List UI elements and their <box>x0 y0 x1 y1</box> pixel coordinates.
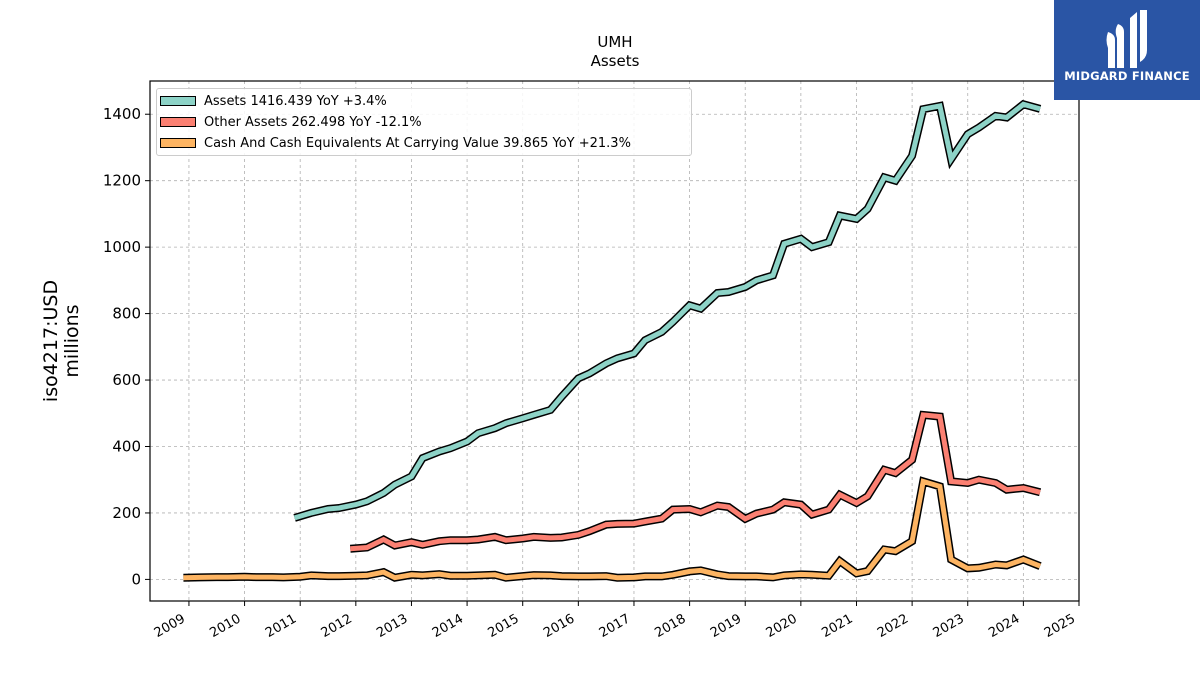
y-tick-label: 800 <box>112 305 141 323</box>
legend-label-assets: Assets 1416.439 YoY +3.4% <box>204 93 387 109</box>
legend-label-other-assets: Other Assets 262.498 YoY -12.1% <box>204 114 422 130</box>
x-tick-label: 2009 <box>152 611 188 641</box>
x-tick-label: 2021 <box>819 611 855 641</box>
x-tick-label: 2011 <box>263 611 299 641</box>
y-tick-label: 1200 <box>103 172 141 190</box>
x-tick-label: 2024 <box>986 611 1022 641</box>
brand-logo: MIDGARD FINANCE <box>1054 0 1200 100</box>
legend-swatch-cash <box>160 138 196 148</box>
y-tick-label: 1000 <box>103 238 141 256</box>
y-tick-label: 600 <box>112 371 141 389</box>
y-axis-label: iso4217:USD <box>40 280 62 402</box>
x-tick-label: 2016 <box>541 611 577 641</box>
x-tick-label: 2013 <box>374 611 410 641</box>
x-tick-label: 2018 <box>652 611 688 641</box>
x-tick-label: 2010 <box>207 611 243 641</box>
legend-swatch-assets <box>160 96 196 106</box>
legend-label-cash: Cash And Cash Equivalents At Carrying Va… <box>204 135 631 151</box>
y-axis-label-units: millions <box>61 304 83 377</box>
plot-frame <box>149 80 1080 602</box>
series-line-outline-2 <box>183 476 1042 582</box>
series-line-0 <box>293 101 1041 521</box>
y-tick-label: 200 <box>112 504 141 522</box>
x-tick-label: 2015 <box>486 611 522 641</box>
legend-item-cash: Cash And Cash Equivalents At Carrying Va… <box>159 133 631 153</box>
legend-item-assets: Assets 1416.439 YoY +3.4% <box>159 91 387 111</box>
y-tick-label: 0 <box>131 570 141 588</box>
x-tick-label: 2022 <box>875 611 911 641</box>
midgard-logo-icon <box>1106 10 1147 68</box>
series-line-1 <box>350 412 1041 552</box>
legend-item-other-assets: Other Assets 262.498 YoY -12.1% <box>159 112 422 132</box>
chart-title: UMH <box>597 33 633 51</box>
brand-name: MIDGARD FINANCE <box>1064 69 1190 83</box>
x-tick-label: 2012 <box>319 611 355 641</box>
series-line-2 <box>183 478 1042 581</box>
series-line-outline-0 <box>293 99 1042 522</box>
chart-subtitle: Assets <box>590 52 640 70</box>
x-tick-label: 2023 <box>931 611 967 641</box>
legend-swatch-other-assets <box>160 117 196 127</box>
y-tick-label: 1400 <box>103 105 141 123</box>
y-tick-label: 400 <box>112 437 141 455</box>
x-tick-label: 2014 <box>430 611 466 641</box>
x-tick-label: 2019 <box>708 611 744 641</box>
chart-legend: Assets 1416.439 YoY +3.4% Other Assets 2… <box>156 88 692 156</box>
x-tick-label: 2017 <box>597 611 633 641</box>
x-tick-label: 2025 <box>1042 611 1078 641</box>
x-tick-label: 2020 <box>764 611 800 641</box>
